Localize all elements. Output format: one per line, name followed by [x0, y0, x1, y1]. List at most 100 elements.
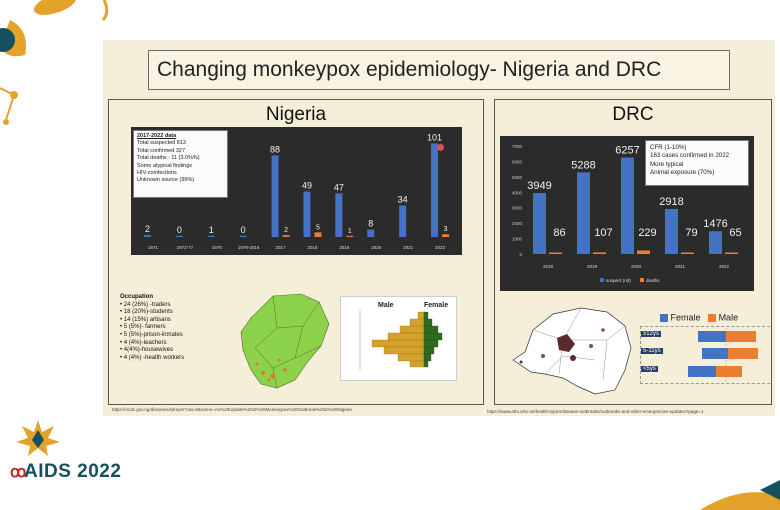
- bar-value-label: 2: [284, 227, 288, 234]
- bar-value-label: 1: [348, 228, 352, 235]
- bar-value-label: 5288: [571, 159, 595, 171]
- y-tick-label: 6000: [512, 159, 523, 164]
- nigeria-title: Nigeria: [265, 104, 327, 125]
- nigeria-info-line: Total suspected 813: [137, 140, 186, 147]
- bar-value-label: 229: [638, 227, 656, 239]
- x-tick-label: 1978: [212, 245, 223, 250]
- nigeria-info-box: 2017-2022 data Total suspected 813 Total…: [133, 130, 228, 198]
- x-tick-label: 2018: [307, 245, 318, 250]
- bar: [637, 250, 650, 254]
- y-tick-label: 4000: [512, 190, 523, 195]
- y-tick-label: 1000: [512, 237, 523, 242]
- pyramid-bars: [359, 310, 443, 370]
- drc-info-box: CFR (1-10%) 163 cases confirmed in 2022 …: [645, 140, 749, 186]
- bar: [207, 235, 215, 237]
- bar: [346, 235, 354, 237]
- bar: [271, 155, 279, 237]
- occupation-item: • 5 (5%)- farmers: [120, 324, 166, 331]
- bar-value-label: 107: [594, 227, 612, 239]
- y-tick-label: 5000: [512, 175, 523, 180]
- drc-panel: [494, 99, 772, 405]
- bar-value-label: 0: [241, 225, 246, 235]
- x-tick-label: 2019: [587, 264, 598, 269]
- legend-label: deaths: [646, 278, 660, 283]
- nigeria-info-line: HIV-coinfections: [137, 170, 177, 177]
- nigeria-info-line: Total deaths : 11 (3.0%%): [137, 155, 200, 162]
- bar-value-label: 1: [209, 225, 214, 235]
- bar-value-label: 86: [553, 227, 565, 239]
- nigeria-info-line: Some atypical findings: [137, 162, 193, 169]
- y-tick-label: 0: [519, 252, 522, 257]
- pyramid-male-label: Male: [378, 302, 394, 309]
- bar-value-label: 3: [444, 226, 448, 233]
- bar: [725, 252, 738, 254]
- bar: [549, 252, 562, 254]
- age-label: 5-11ys: [641, 348, 663, 354]
- legend-swatch: [600, 278, 604, 282]
- occupation-item: • 4 (4%)-teachers: [120, 339, 167, 346]
- bar: [577, 172, 590, 254]
- occupation-item: • 4 (4%) -health workers: [120, 354, 185, 361]
- bar: [143, 235, 151, 237]
- pyramid-female-label: Female: [424, 302, 449, 309]
- age-label: ≥12ys: [641, 331, 661, 337]
- nigeria-info-heading: 2017-2022 data: [137, 133, 177, 139]
- drc-info-line: CFR (1-10%): [650, 144, 687, 151]
- x-tick-label: 2019: [339, 245, 350, 250]
- y-tick-label: 2000: [512, 221, 523, 226]
- bar-value-label: 34: [398, 194, 408, 204]
- bar-value-label: 6257: [615, 144, 639, 156]
- slide-title: Changing monkeypox epidemiology- Nigeria…: [148, 50, 730, 90]
- occupation-item: • 18 (20%)-students: [120, 309, 173, 316]
- bar: [665, 208, 678, 254]
- legend-female-swatch: [660, 313, 668, 322]
- bar: [314, 232, 322, 237]
- bar-value-label: 2918: [659, 196, 683, 208]
- x-tick-label: 1972-77: [177, 245, 194, 250]
- bar: [709, 231, 722, 254]
- bar-value-label: 101: [427, 132, 442, 142]
- bar: [399, 205, 407, 237]
- nigeria-map: [240, 293, 330, 389]
- bar: [442, 234, 450, 237]
- nigeria-info-line: Total confirmed 327: [137, 147, 185, 154]
- bar: [175, 235, 183, 237]
- drc-source-url[interactable]: https://www.afro.who.int/health-topics/d…: [487, 409, 704, 414]
- conference-logo-icon: [16, 420, 60, 456]
- x-tick-label: 2020: [371, 245, 382, 250]
- x-tick-label: 2021: [675, 264, 686, 269]
- legend-female-label: Female: [670, 312, 701, 323]
- x-tick-label: 2020: [631, 264, 642, 269]
- legend-swatch: [640, 278, 644, 282]
- legend-male-label: Male: [718, 312, 739, 323]
- drc-age-bars: [688, 328, 758, 382]
- drc-map: [512, 307, 632, 395]
- nigeria-source-url[interactable]: https://ncdc.gov.ng/diseases/sitreps/?ca…: [112, 407, 352, 412]
- conference-logo-text: AIDS 2022: [24, 461, 122, 482]
- bar-value-label: 5: [316, 224, 320, 231]
- bar: [593, 252, 606, 254]
- drc-title: DRC: [612, 104, 654, 125]
- bar-value-label: 47: [334, 182, 344, 192]
- bar-value-label: 0: [177, 225, 182, 235]
- aids-ribbon-icon: ꝏ: [10, 464, 27, 481]
- x-tick-label: 1971: [148, 245, 159, 250]
- drc-info-line: More typical: [650, 160, 684, 168]
- x-tick-label: 2022: [719, 264, 730, 269]
- bar: [533, 193, 546, 254]
- bar-value-label: 49: [302, 181, 312, 191]
- x-tick-label: 2017: [276, 245, 287, 250]
- drc-age-chart: [640, 326, 770, 384]
- bar: [431, 143, 439, 237]
- highlight-marker: [437, 143, 445, 151]
- drc-info-line: 163 cases confirmed in 2022: [650, 152, 730, 160]
- y-tick-label: 7000: [512, 144, 523, 149]
- bar: [239, 235, 247, 237]
- bar: [335, 193, 343, 237]
- bar: [367, 229, 375, 237]
- age-label: <5ys: [641, 366, 658, 372]
- x-tick-label: 2022: [435, 245, 446, 250]
- nigeria-panel: [108, 99, 484, 405]
- x-tick-label: 2021: [403, 245, 414, 250]
